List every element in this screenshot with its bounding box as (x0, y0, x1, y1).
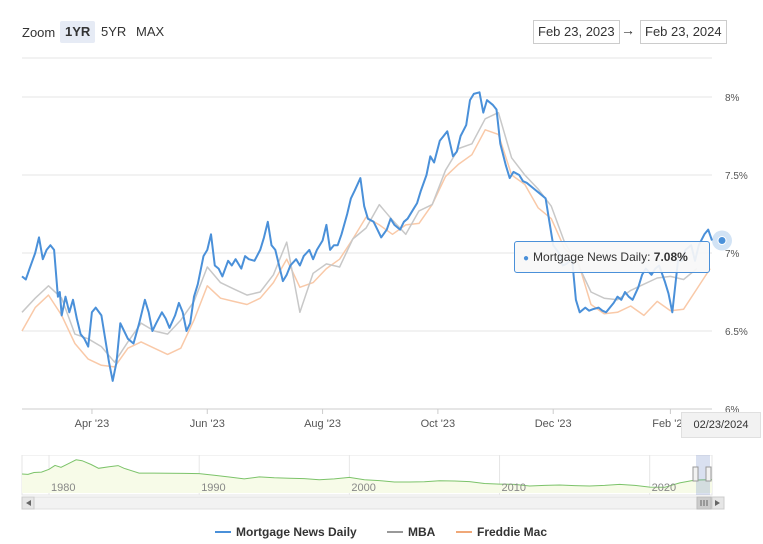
range-from-input[interactable]: Feb 23, 2023 (533, 20, 620, 44)
navigator-area (22, 459, 712, 493)
x-tick-label: Apr '23 (75, 418, 110, 430)
x-tick-label: Feb '24 (652, 418, 688, 430)
tooltip-series: Mortgage News Daily (533, 250, 648, 264)
zoom-5yr-button[interactable]: 5YR (101, 24, 127, 39)
tooltip-marker-icon: ● (523, 253, 530, 264)
zoom-label: Zoom (22, 25, 56, 40)
navigator-right-handle[interactable] (705, 466, 712, 482)
chart-tooltip: ● Mortgage News Daily: 7.08% (514, 241, 710, 273)
legend-item-mnd[interactable]: Mortgage News Daily (215, 522, 357, 542)
navigator-scrollbar-track[interactable] (21, 496, 713, 510)
legend-item-freddie[interactable]: Freddie Mac (456, 522, 547, 542)
y-tick-label: 6% (725, 405, 740, 416)
range-arrow: → (621, 22, 635, 38)
main-chart[interactable]: 8% 7.5% 7% 6.5% 6% Apr '23 Jun '23 Aug '23 Oct … (0, 0, 763, 460)
navigator-line (21, 459, 713, 488)
legend-label-mba: MBA (408, 525, 436, 539)
navigator-tick-label: 1980 (51, 482, 75, 494)
navigator-tick-label: 2020 (652, 482, 676, 494)
range-to-input[interactable]: Feb 23, 2024 (640, 20, 727, 44)
x-tick-label: Oct '23 (421, 418, 456, 430)
mnd-series-line[interactable] (21, 91, 713, 382)
mba-series-line[interactable] (21, 111, 698, 363)
legend-swatch-mba (387, 530, 403, 533)
navigator-left-handle[interactable] (692, 466, 699, 482)
legend-item-mba[interactable]: MBA (387, 522, 435, 542)
legend-label-freddie: Freddie Mac (477, 525, 548, 539)
x-tick-label: Jun '23 (190, 418, 225, 430)
legend-swatch-mnd (215, 530, 231, 533)
zoom-1yr-button[interactable]: 1YR (60, 21, 96, 43)
range-navigator[interactable]: 1980 1990 2000 2010 2020 (0, 455, 763, 515)
chart-toolbar: Zoom 1YR 5YR MAX Feb 23, 2023 → Feb 23, … (0, 0, 763, 60)
y-tick-label: 7% (725, 249, 740, 260)
tooltip-value: 7.08% (653, 250, 688, 264)
y-tick-label: 8% (725, 93, 740, 104)
y-tick-label: 7.5% (725, 171, 748, 182)
navigator-tick-label: 1990 (201, 482, 225, 494)
navigator-tick-label: 2000 (351, 482, 375, 494)
scrollbar-grip-icon (700, 500, 708, 506)
crosshair-date-label: 02/23/2024 (681, 412, 761, 438)
chart-legend: Mortgage News Daily MBA Freddie Mac (0, 522, 763, 542)
x-tick-label: Dec '23 (535, 418, 572, 430)
zoom-max-button[interactable]: MAX (136, 24, 165, 39)
y-tick-label: 6.5% (725, 327, 748, 338)
navigator-tick-label: 2010 (502, 482, 526, 494)
scroll-left-arrow-icon (26, 500, 31, 506)
scroll-right-arrow-icon (715, 500, 720, 506)
legend-swatch-freddie (456, 530, 472, 533)
hover-point (717, 236, 727, 246)
legend-label-mnd: Mortgage News Daily (236, 525, 357, 539)
navigator-selection[interactable] (696, 455, 710, 495)
x-tick-label: Aug '23 (304, 418, 341, 430)
